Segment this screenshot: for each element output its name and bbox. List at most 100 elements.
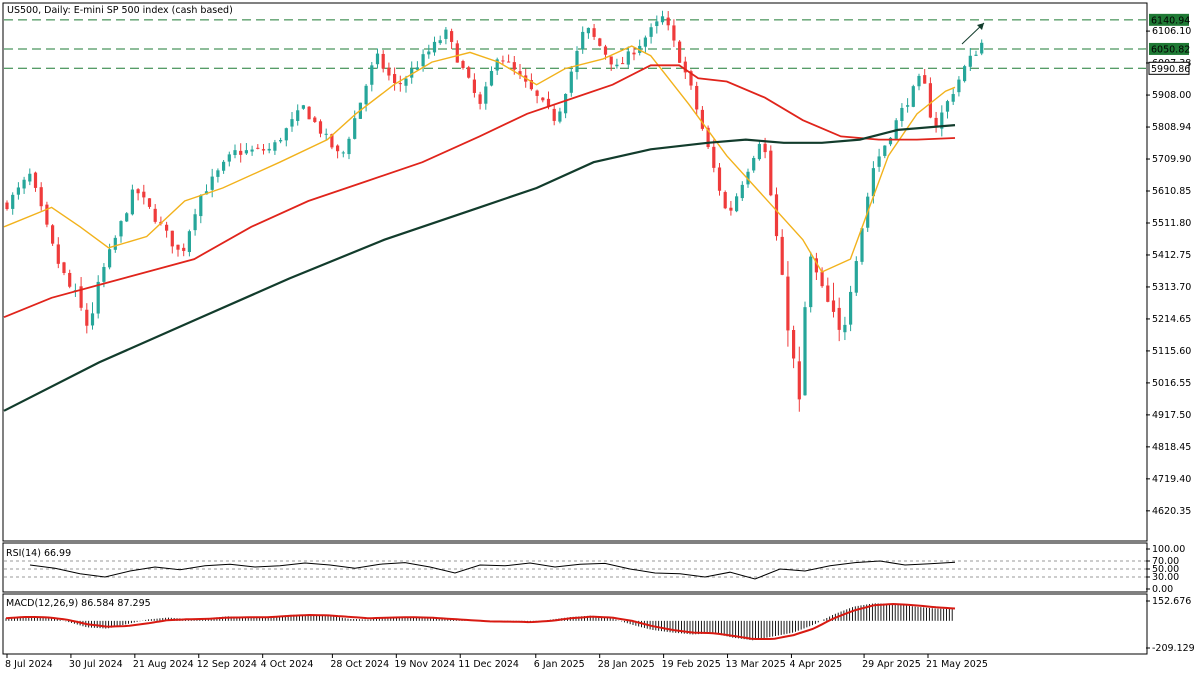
candle-body <box>62 262 66 274</box>
candle-body <box>666 17 670 26</box>
candle-body <box>176 244 180 250</box>
candle-body <box>792 330 796 359</box>
price-tick-label: 5016.55 <box>1152 378 1191 389</box>
date-tick-label: 28 Jan 2025 <box>598 659 655 670</box>
candle-body <box>113 237 117 250</box>
candle-body <box>336 145 340 152</box>
candle-body <box>273 142 277 151</box>
candle-body <box>375 53 380 65</box>
candle-body <box>153 208 157 222</box>
rsi-panel: RSI(14) 66.99 <box>4 548 1146 580</box>
moving-average-mid <box>3 64 956 319</box>
candle-body <box>165 224 169 231</box>
rsi-title: RSI(14) 66.99 <box>6 548 71 559</box>
candle-body <box>33 172 38 188</box>
candle-body <box>102 266 106 282</box>
candle-body <box>279 140 283 142</box>
candle-body <box>187 231 191 253</box>
candle-body <box>79 286 83 308</box>
candle-body <box>735 196 739 212</box>
candle-body <box>239 150 243 155</box>
date-tick-label: 19 Nov 2024 <box>394 659 455 670</box>
candle-body <box>22 179 26 189</box>
candle-body <box>68 272 72 287</box>
price-tick-label: 5709.90 <box>1152 154 1191 165</box>
candle-body <box>364 85 368 105</box>
date-tick-label: 30 Jul 2024 <box>69 659 123 670</box>
date-tick-label: 21 May 2025 <box>926 659 988 670</box>
candle-body <box>854 261 858 293</box>
candle-body <box>843 324 847 333</box>
macd-signal-line <box>5 602 956 640</box>
candle-body <box>678 41 682 63</box>
rsi-tick-label: 100.00 <box>1152 544 1185 555</box>
candle-body <box>643 37 647 47</box>
candle-body <box>421 54 425 67</box>
rsi-tick-label: 50.00 <box>1152 564 1179 575</box>
candle-body <box>963 66 967 82</box>
candle-body <box>763 143 767 153</box>
candle-body <box>535 90 539 96</box>
candle-body <box>906 105 910 107</box>
candle-body <box>660 16 665 23</box>
price-tick-label: 5511.80 <box>1152 218 1191 229</box>
candle-body <box>147 198 152 207</box>
candle-body <box>290 119 294 127</box>
level-label: 5990.86 <box>1151 64 1190 75</box>
candle-body <box>170 230 174 247</box>
candle-body <box>45 204 49 225</box>
candle-body <box>455 43 459 63</box>
candle-body <box>142 191 146 198</box>
date-tick-label: 12 Sep 2024 <box>197 659 257 670</box>
candle-body <box>780 236 784 275</box>
candle-body <box>313 117 317 122</box>
candle-body <box>296 110 300 121</box>
candle-body <box>512 62 516 70</box>
candle-body <box>831 300 836 312</box>
candle-body <box>250 149 254 152</box>
macd-tick-label: 152.676 <box>1152 596 1191 607</box>
candle-body <box>740 184 744 199</box>
candle-body <box>193 214 197 231</box>
date-tick-label: 28 Oct 2024 <box>330 659 389 670</box>
chart-title: US500, Daily: E-mini SP 500 index (cash … <box>7 5 233 16</box>
candle-body <box>222 161 226 171</box>
price-tick-label: 5908.00 <box>1152 90 1191 101</box>
candle-body <box>347 138 351 155</box>
candle-body <box>752 157 756 171</box>
candle-body <box>934 117 938 128</box>
candle-body <box>871 168 875 197</box>
candle-body <box>518 71 522 76</box>
candle-body <box>769 150 773 196</box>
price-tick-label: 4620.35 <box>1152 506 1191 517</box>
rsi-tick-label: 0.00 <box>1152 584 1173 595</box>
candle-body <box>786 276 790 331</box>
price-tick-label: 4917.50 <box>1152 410 1191 421</box>
rsi-tick-label: 70.00 <box>1152 556 1179 567</box>
candle-body <box>444 29 448 39</box>
price-tick-label: 5412.75 <box>1152 250 1191 261</box>
candle-body <box>438 40 442 44</box>
candle-body <box>119 221 123 237</box>
candle-body <box>683 61 687 73</box>
candle-body <box>598 38 602 46</box>
rsi-line <box>29 560 956 580</box>
macd-title: MACD(12,26,9) 86.584 87.295 <box>6 598 151 609</box>
candle-body <box>393 74 397 84</box>
candle-body <box>837 307 841 330</box>
candle-body <box>370 65 374 85</box>
candle-body <box>826 285 830 302</box>
price-tick-label: 5115.60 <box>1152 346 1191 357</box>
candle-body <box>546 98 551 108</box>
panel-frames <box>2 2 1148 655</box>
candle-body <box>632 52 636 55</box>
candle-body <box>706 127 710 148</box>
candle-body <box>210 176 214 190</box>
candle-body <box>911 86 915 107</box>
candle-body <box>717 167 722 191</box>
candle-body <box>980 42 984 54</box>
candle-body <box>318 121 323 134</box>
candle-body <box>85 309 89 326</box>
candle-body <box>917 75 921 87</box>
